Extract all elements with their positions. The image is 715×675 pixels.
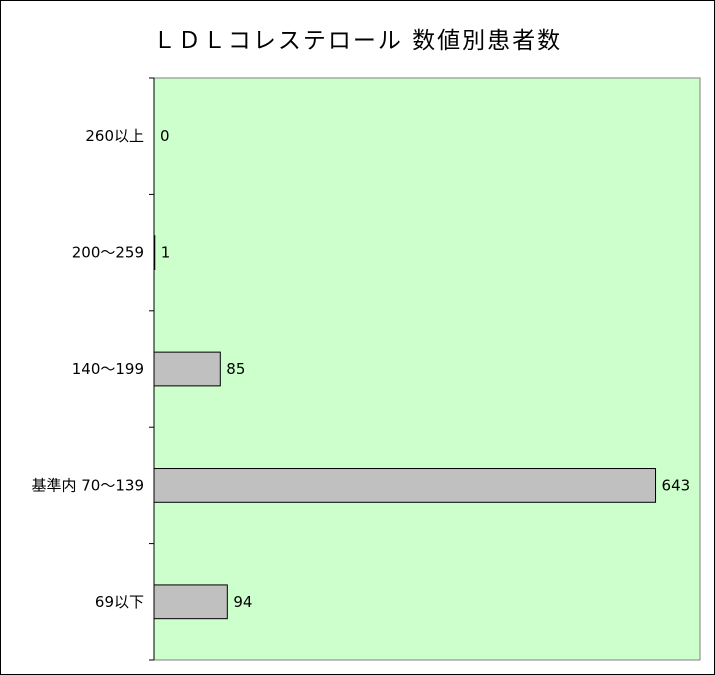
category-label: 基準内 70～139 <box>32 476 145 494</box>
data-label: 94 <box>233 593 252 611</box>
bar <box>153 235 156 270</box>
bar <box>153 351 221 387</box>
data-label: 85 <box>226 360 245 378</box>
plot-area <box>153 77 701 661</box>
data-label: 643 <box>662 476 691 494</box>
data-label: 1 <box>161 244 171 262</box>
bar <box>153 468 657 503</box>
data-label: 0 <box>160 127 170 145</box>
chart-title: ＬＤＬコレステロール 数値別患者数 <box>152 28 563 54</box>
category-label: 200～259 <box>72 244 144 262</box>
category-label: 260以上 <box>85 127 144 145</box>
category-label: 140～199 <box>72 360 144 378</box>
bar <box>153 584 228 620</box>
category-label: 69以下 <box>95 593 144 611</box>
